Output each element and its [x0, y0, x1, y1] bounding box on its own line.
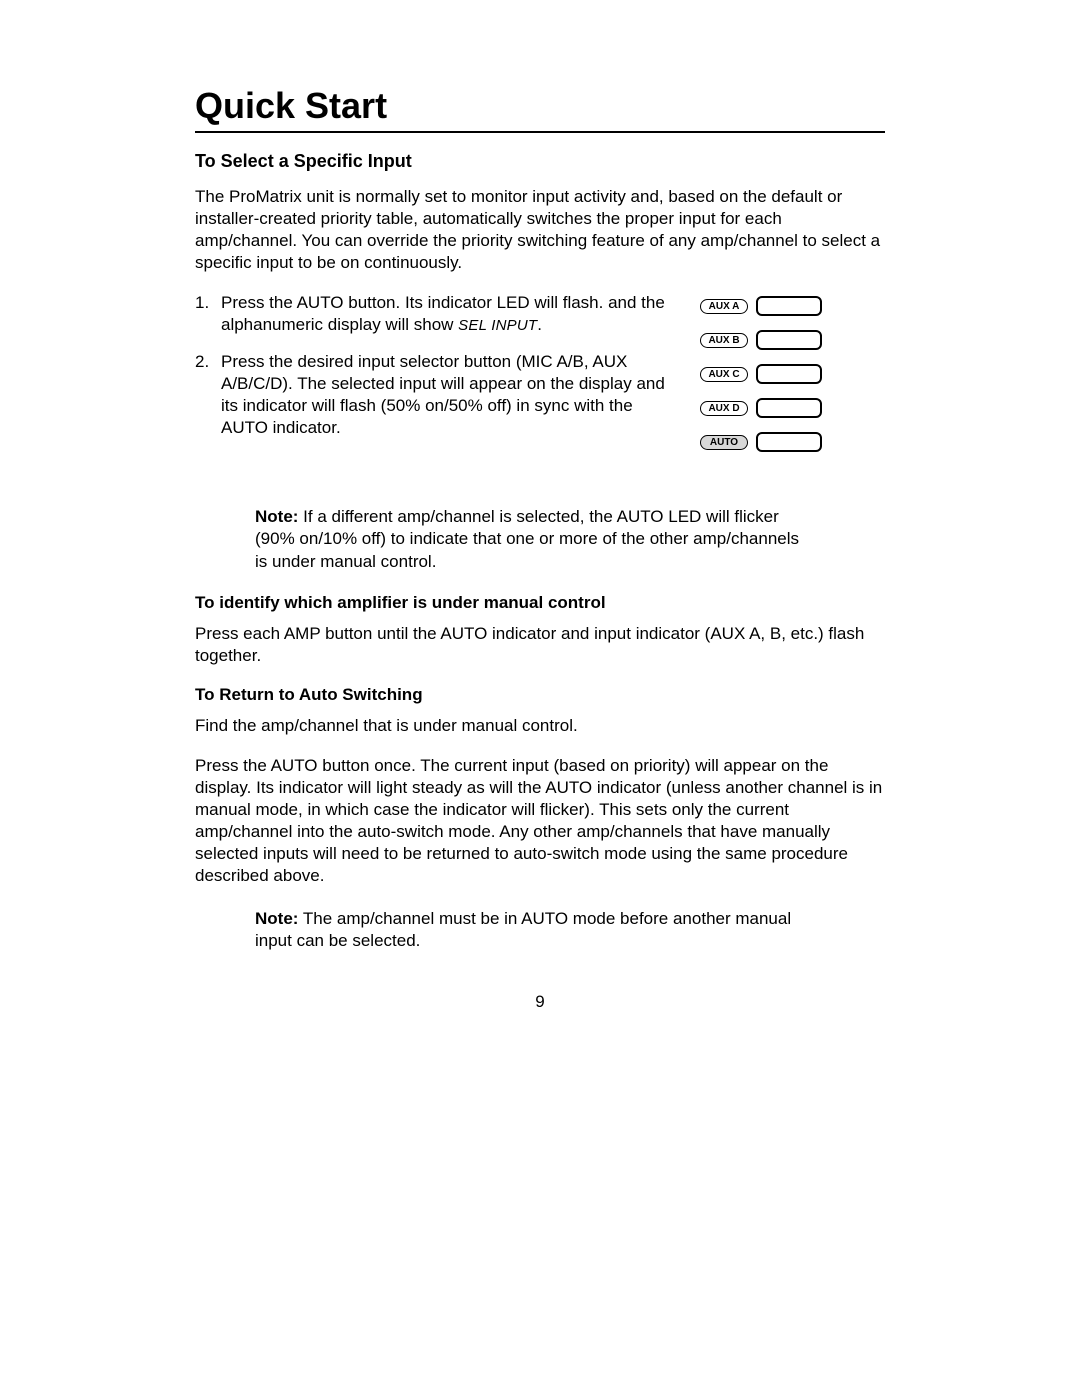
auto-button: [756, 432, 822, 452]
step-1: 1. Press the AUTO button. Its indicator …: [195, 292, 670, 336]
step1-part-a: Press the AUTO button. Its indicator LED…: [221, 293, 665, 334]
step-text: Press the AUTO button. Its indicator LED…: [221, 292, 670, 336]
aux-a-button: [756, 296, 822, 316]
step-number: 2.: [195, 351, 221, 439]
aux-c-label: AUX C: [700, 367, 748, 382]
steps-column: 1. Press the AUTO button. Its indicator …: [195, 292, 670, 466]
aux-d-row: AUX D: [700, 398, 885, 418]
aux-a-label: AUX A: [700, 299, 748, 314]
step-text: Press the desired input selector button …: [221, 351, 670, 439]
step-number: 1.: [195, 292, 221, 336]
aux-c-button: [756, 364, 822, 384]
auto-row: AUTO: [700, 432, 885, 452]
note-1: Note: If a different amp/channel is sele…: [255, 506, 805, 572]
aux-c-row: AUX C: [700, 364, 885, 384]
page-title: Quick Start: [195, 85, 885, 133]
page-number: 9: [195, 992, 885, 1012]
identify-heading: To identify which amplifier is under man…: [195, 593, 885, 613]
auto-label: AUTO: [700, 435, 748, 450]
note-label: Note:: [255, 507, 298, 526]
sel-input-label: SEL INPUT: [458, 317, 537, 334]
note-text: The amp/channel must be in AUTO mode bef…: [255, 909, 791, 950]
note-2: Note: The amp/channel must be in AUTO mo…: [255, 908, 805, 952]
intro-paragraph: The ProMatrix unit is normally set to mo…: [195, 186, 885, 274]
step-2: 2. Press the desired input selector butt…: [195, 351, 670, 439]
aux-a-row: AUX A: [700, 296, 885, 316]
step1-part-c: .: [537, 315, 542, 334]
aux-d-label: AUX D: [700, 401, 748, 416]
section-subtitle: To Select a Specific Input: [195, 151, 885, 172]
return-body-1: Find the amp/channel that is under manua…: [195, 715, 885, 737]
buttons-column: AUX A AUX B AUX C AUX D AUTO: [700, 292, 885, 466]
aux-b-row: AUX B: [700, 330, 885, 350]
note-text: If a different amp/channel is selected, …: [255, 507, 799, 570]
note-label: Note:: [255, 909, 298, 928]
return-heading: To Return to Auto Switching: [195, 685, 885, 705]
return-body-2: Press the AUTO button once. The current …: [195, 755, 885, 888]
aux-b-label: AUX B: [700, 333, 748, 348]
aux-d-button: [756, 398, 822, 418]
steps-and-buttons: 1. Press the AUTO button. Its indicator …: [195, 292, 885, 466]
identify-body: Press each AMP button until the AUTO ind…: [195, 623, 885, 667]
aux-b-button: [756, 330, 822, 350]
